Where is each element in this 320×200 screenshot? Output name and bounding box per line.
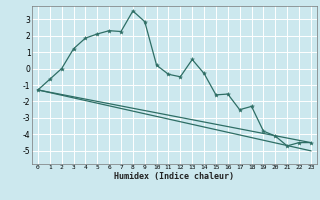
X-axis label: Humidex (Indice chaleur): Humidex (Indice chaleur) [115, 172, 234, 181]
